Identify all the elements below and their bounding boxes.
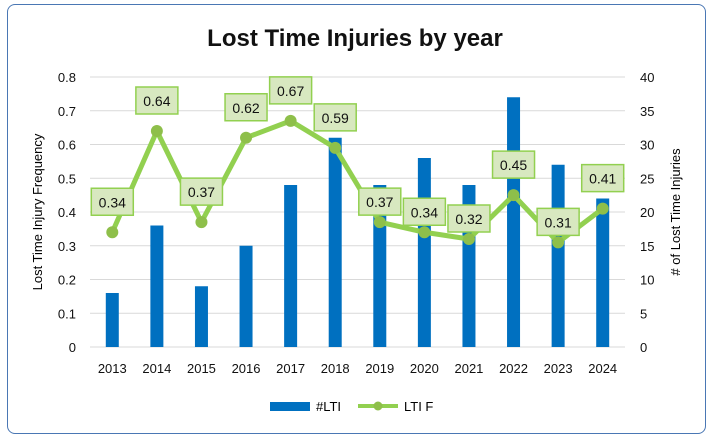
y2-tick-label: 0 xyxy=(640,340,647,355)
legend-marker-ltif xyxy=(373,401,383,411)
data-label-box xyxy=(447,204,491,233)
bar-lti-2020 xyxy=(417,158,431,347)
y-tick-label: 0.1 xyxy=(58,306,76,321)
y2-tick-label: 20 xyxy=(640,205,654,220)
point-ltif-2019 xyxy=(373,216,386,229)
y-tick-label: 0 xyxy=(69,340,76,355)
point-ltif-2022 xyxy=(507,189,520,202)
data-label: 0.37 xyxy=(366,194,393,210)
y-axis-label: Lost Time Injury Frequency xyxy=(30,133,45,290)
point-ltif-2023 xyxy=(552,236,565,249)
data-label-box xyxy=(402,197,447,226)
y2-tick-label: 35 xyxy=(640,104,654,119)
legend-swatch-lti xyxy=(270,402,310,411)
bar-lti-2022 xyxy=(507,97,521,347)
chart-title: Lost Time Injuries by year xyxy=(207,25,503,52)
x-tick-label: 2013 xyxy=(98,361,127,376)
data-label-box xyxy=(536,207,580,237)
data-label: 0.45 xyxy=(500,157,527,173)
x-tick-label: 2021 xyxy=(454,361,483,376)
data-label-box xyxy=(179,177,224,206)
point-ltif-2013 xyxy=(106,226,119,239)
point-ltif-2015 xyxy=(195,216,208,229)
data-label: 0.64 xyxy=(143,93,170,109)
data-label-box xyxy=(135,86,179,115)
data-label: 0.34 xyxy=(99,194,126,210)
data-label: 0.37 xyxy=(188,184,215,200)
bar-lti-2023 xyxy=(551,164,565,347)
data-label-box xyxy=(224,93,268,122)
bar-lti-2024 xyxy=(596,198,610,347)
y-tick-label: 0.2 xyxy=(58,273,76,288)
x-tick-label: 2020 xyxy=(410,361,439,376)
y2-tick-label: 40 xyxy=(640,70,654,85)
bar-lti-2018 xyxy=(328,137,342,347)
x-tick-label: 2014 xyxy=(142,361,171,376)
data-label: 0.67 xyxy=(277,83,304,99)
x-tick-label: 2015 xyxy=(187,361,216,376)
point-ltif-2020 xyxy=(418,226,431,239)
data-label-box xyxy=(358,187,402,216)
y2-tick-label: 5 xyxy=(640,306,647,321)
legend-label-ltif: LTI F xyxy=(404,399,433,414)
y2-tick-label: 10 xyxy=(640,273,654,288)
point-ltif-2021 xyxy=(462,233,475,245)
y-tick-label: 0.8 xyxy=(58,70,76,85)
data-label: 0.59 xyxy=(322,110,349,126)
line-ltif xyxy=(110,118,605,245)
data-label: 0.41 xyxy=(589,171,616,187)
bar-lti-2016 xyxy=(239,245,253,347)
y2-tick-label: 15 xyxy=(640,239,654,254)
data-label-box xyxy=(90,187,135,216)
x-tick-label: 2024 xyxy=(588,361,617,376)
bar-lti-2015 xyxy=(194,286,208,347)
y2-tick-label: 30 xyxy=(640,138,654,153)
data-label: 0.32 xyxy=(455,211,482,227)
legend: #LTI LTI F xyxy=(270,399,433,414)
data-label-box xyxy=(580,163,625,193)
point-ltif-2024 xyxy=(596,202,609,215)
x-tick-label: 2023 xyxy=(544,361,573,376)
y-tick-label: 0.7 xyxy=(58,104,76,119)
y2-axis-label: # of Lost Time Injuries xyxy=(668,148,683,276)
y2-tick-label: 25 xyxy=(640,171,654,186)
point-ltif-2018 xyxy=(329,141,342,154)
data-label: 0.62 xyxy=(232,100,259,116)
data-label-box xyxy=(491,150,536,179)
bar-lti-2017 xyxy=(284,185,298,347)
x-tick-label: 2017 xyxy=(276,361,305,376)
data-label: 0.31 xyxy=(545,214,572,230)
y-tick-label: 0.5 xyxy=(58,171,76,186)
legend-label-lti: #LTI xyxy=(316,399,341,414)
y-tick-label: 0.3 xyxy=(58,239,76,254)
data-label-box xyxy=(268,76,313,105)
x-tick-label: 2019 xyxy=(365,361,394,376)
data-label-box xyxy=(313,103,357,132)
bar-lti-2013 xyxy=(105,293,119,347)
x-tick-label: 2018 xyxy=(321,361,350,376)
point-ltif-2017 xyxy=(284,114,297,127)
bar-lti-2014 xyxy=(150,225,164,347)
y-tick-label: 0.4 xyxy=(58,205,76,220)
x-tick-label: 2016 xyxy=(232,361,261,376)
point-ltif-2016 xyxy=(240,131,253,144)
y-tick-label: 0.6 xyxy=(58,138,76,153)
data-label: 0.34 xyxy=(411,204,438,220)
x-tick-label: 2022 xyxy=(499,361,528,376)
point-ltif-2014 xyxy=(150,125,163,137)
